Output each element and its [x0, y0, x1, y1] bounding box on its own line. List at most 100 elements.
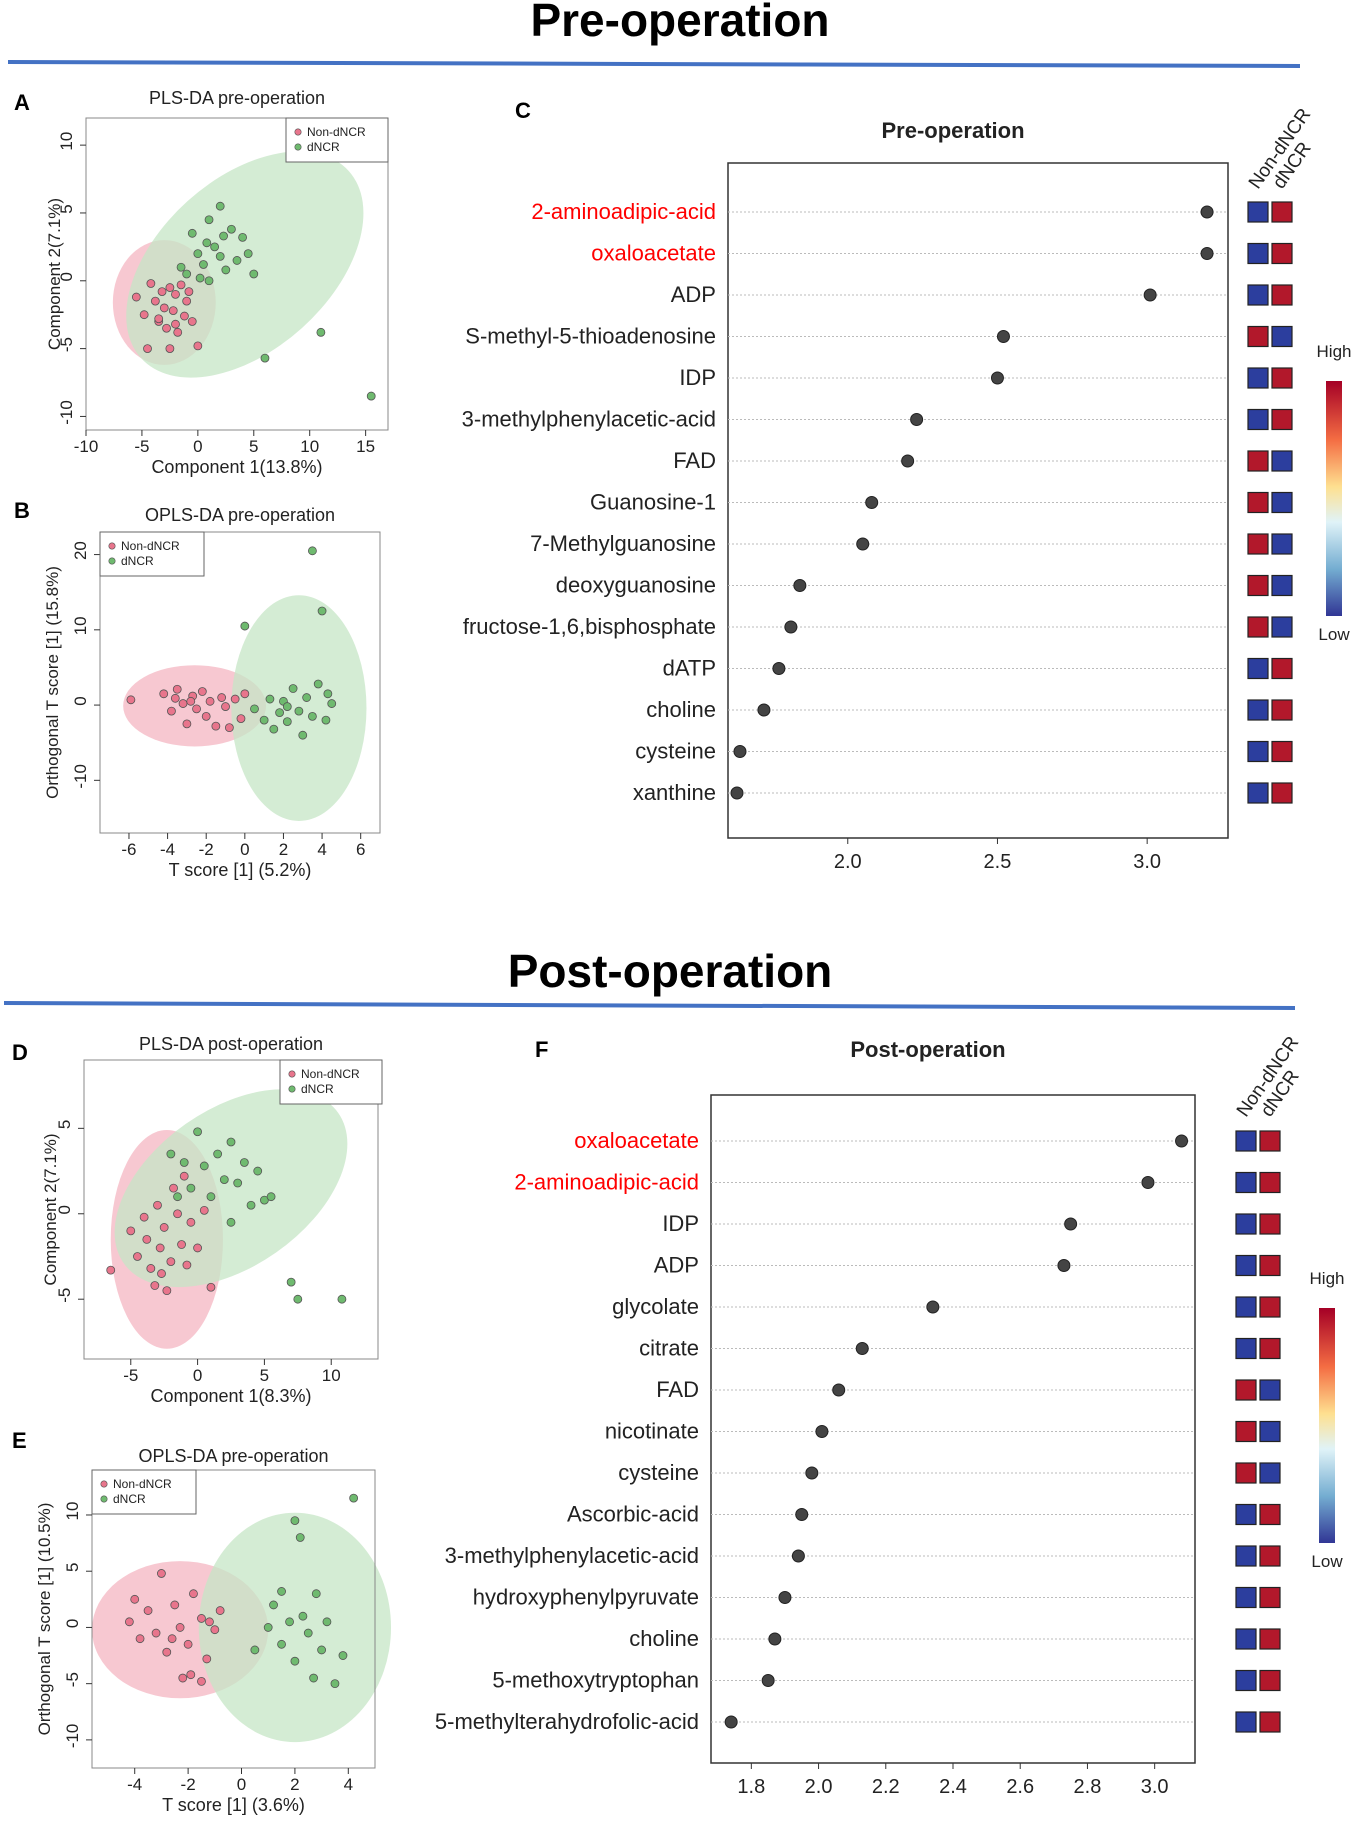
heatmap-cell — [1271, 699, 1293, 721]
scatter-point-non-dncr — [169, 1183, 178, 1193]
scatter-point-non-dncr — [170, 1600, 180, 1610]
chart-title: PLS-DA post-operation — [139, 1034, 323, 1054]
metabolite-label: hydroxyphenylpyruvate — [473, 1585, 699, 1610]
x-tick-label: 2.2 — [872, 1776, 900, 1798]
scatter-point-non-dncr — [150, 296, 160, 306]
scatter-point-dncr — [193, 249, 203, 259]
metabolite-label: oxaloacetate — [591, 241, 716, 266]
scatter-point-non-dncr — [183, 1639, 193, 1649]
scatter-point-dncr — [219, 1175, 229, 1184]
color-scale-bar — [1326, 381, 1342, 616]
metabolite-label: IDP — [679, 365, 716, 390]
x-tick-label: -10 — [74, 437, 99, 456]
vip-dot — [856, 537, 870, 551]
heatmap-cell — [1247, 284, 1269, 306]
heatmap-cell — [1247, 574, 1269, 597]
scatter-point-dncr — [260, 353, 270, 363]
heatmap-cell — [1271, 325, 1293, 348]
scatter-point-dncr — [298, 1611, 308, 1621]
scatter-point-dncr — [219, 231, 228, 241]
x-tick-label: 0 — [237, 1775, 246, 1794]
scatter-point-dncr — [206, 1192, 216, 1202]
heatmap-cell — [1259, 1545, 1281, 1567]
vip-dot — [1200, 247, 1214, 260]
scatter-point-non-dncr — [193, 1243, 202, 1253]
heatmap-cell — [1235, 1628, 1257, 1650]
scatter-point-non-dncr — [162, 1647, 172, 1657]
metabolite-label: IDP — [662, 1211, 699, 1236]
scatter-point-non-dncr — [186, 1217, 196, 1227]
metabolite-label: cysteine — [618, 1460, 699, 1485]
scatter-point-non-dncr — [182, 719, 192, 729]
scatter-point-dncr — [308, 546, 317, 556]
scatter-point-non-dncr — [224, 723, 234, 733]
scatter-point-dncr — [246, 1200, 256, 1210]
heatmap-cell — [1235, 1545, 1257, 1567]
scatter-point-dncr — [250, 1645, 260, 1655]
scatter-point-dncr — [269, 1600, 278, 1610]
scatter-point-non-dncr — [199, 1205, 209, 1215]
heatmap-cell — [1247, 325, 1269, 348]
scatter-point-dncr — [176, 262, 186, 272]
scatter-point-dncr — [302, 693, 312, 702]
vip-dot — [805, 1466, 819, 1480]
heatmap-cell — [1271, 450, 1293, 472]
x-tick-label: 1.8 — [737, 1776, 765, 1798]
x-tick-label: 2.0 — [834, 851, 862, 873]
scatter-point-dncr — [322, 1617, 332, 1627]
scatter-point-non-dncr — [126, 695, 136, 705]
vip-dot — [1175, 1134, 1189, 1148]
legend-box — [279, 1059, 383, 1105]
heatmap-cell — [1259, 1213, 1281, 1235]
confidence-ellipse-dncr — [126, 151, 364, 378]
plot-frame — [99, 531, 381, 834]
scale-low-label: Low — [1311, 1552, 1343, 1571]
heatmap-cell — [1235, 1503, 1257, 1526]
vip-dot — [730, 786, 744, 800]
metabolite-label: FAD — [673, 448, 716, 473]
scatter-point-dncr — [193, 1127, 202, 1137]
heatmap-cell — [1235, 1462, 1257, 1484]
scatter-point-non-dncr — [178, 699, 188, 708]
y-tick-label: 0 — [71, 696, 90, 705]
metabolite-label: 2-aminoadipic-acid — [514, 1170, 699, 1195]
scatter-point-non-dncr — [205, 1617, 214, 1627]
scatter-point-dncr — [173, 1192, 182, 1202]
x-tick-label: 2.8 — [1074, 1776, 1102, 1798]
scatter-point-dncr — [259, 715, 269, 725]
heatmap-cell — [1259, 1711, 1281, 1733]
heatmap-cell — [1235, 1130, 1257, 1152]
vip-dot — [724, 1715, 738, 1729]
y-tick-label: 20 — [71, 541, 90, 560]
metabolite-label: choline — [646, 697, 716, 722]
vip-dot — [910, 413, 924, 426]
scatter-point-non-dncr — [131, 292, 141, 302]
heatmap-cell — [1259, 1669, 1281, 1692]
vip-dot — [926, 1300, 940, 1314]
heatmap-cell — [1271, 242, 1293, 265]
legend-marker — [294, 128, 302, 136]
legend-marker — [108, 542, 116, 550]
scatter-point-dncr — [282, 717, 292, 727]
scatter-point-non-dncr — [171, 319, 180, 329]
legend-label: dNCR — [307, 140, 340, 154]
chart-title: PLS-DA pre-operation — [149, 88, 325, 108]
y-tick-label: -10 — [63, 1724, 82, 1749]
scatter-point-dncr — [186, 1183, 196, 1193]
scatter-point-dncr — [232, 256, 242, 265]
scatter-point-dncr — [243, 249, 253, 259]
scatter-point-non-dncr — [166, 1257, 176, 1267]
panel-letter-f: F — [535, 1037, 548, 1062]
scatter-point-dncr — [240, 621, 250, 631]
scatter-point-dncr — [349, 1493, 359, 1503]
vip-dotplot-post-chart: Post-operation oxaloacetate 2-aminoadipic-… — [435, 1033, 1345, 1798]
vip-dot — [865, 496, 879, 509]
scatter-point-non-dncr — [189, 1589, 198, 1599]
scatter-point-non-dncr — [124, 1617, 134, 1627]
metabolite-label: cysteine — [635, 739, 716, 764]
x-tick-label: 2.0 — [805, 1776, 833, 1798]
plot-frame — [710, 1094, 1196, 1764]
x-axis-label: T score [1] (3.6%) — [162, 1795, 305, 1815]
scatter-point-non-dncr — [197, 1677, 206, 1686]
scatter-point-dncr — [204, 276, 214, 286]
